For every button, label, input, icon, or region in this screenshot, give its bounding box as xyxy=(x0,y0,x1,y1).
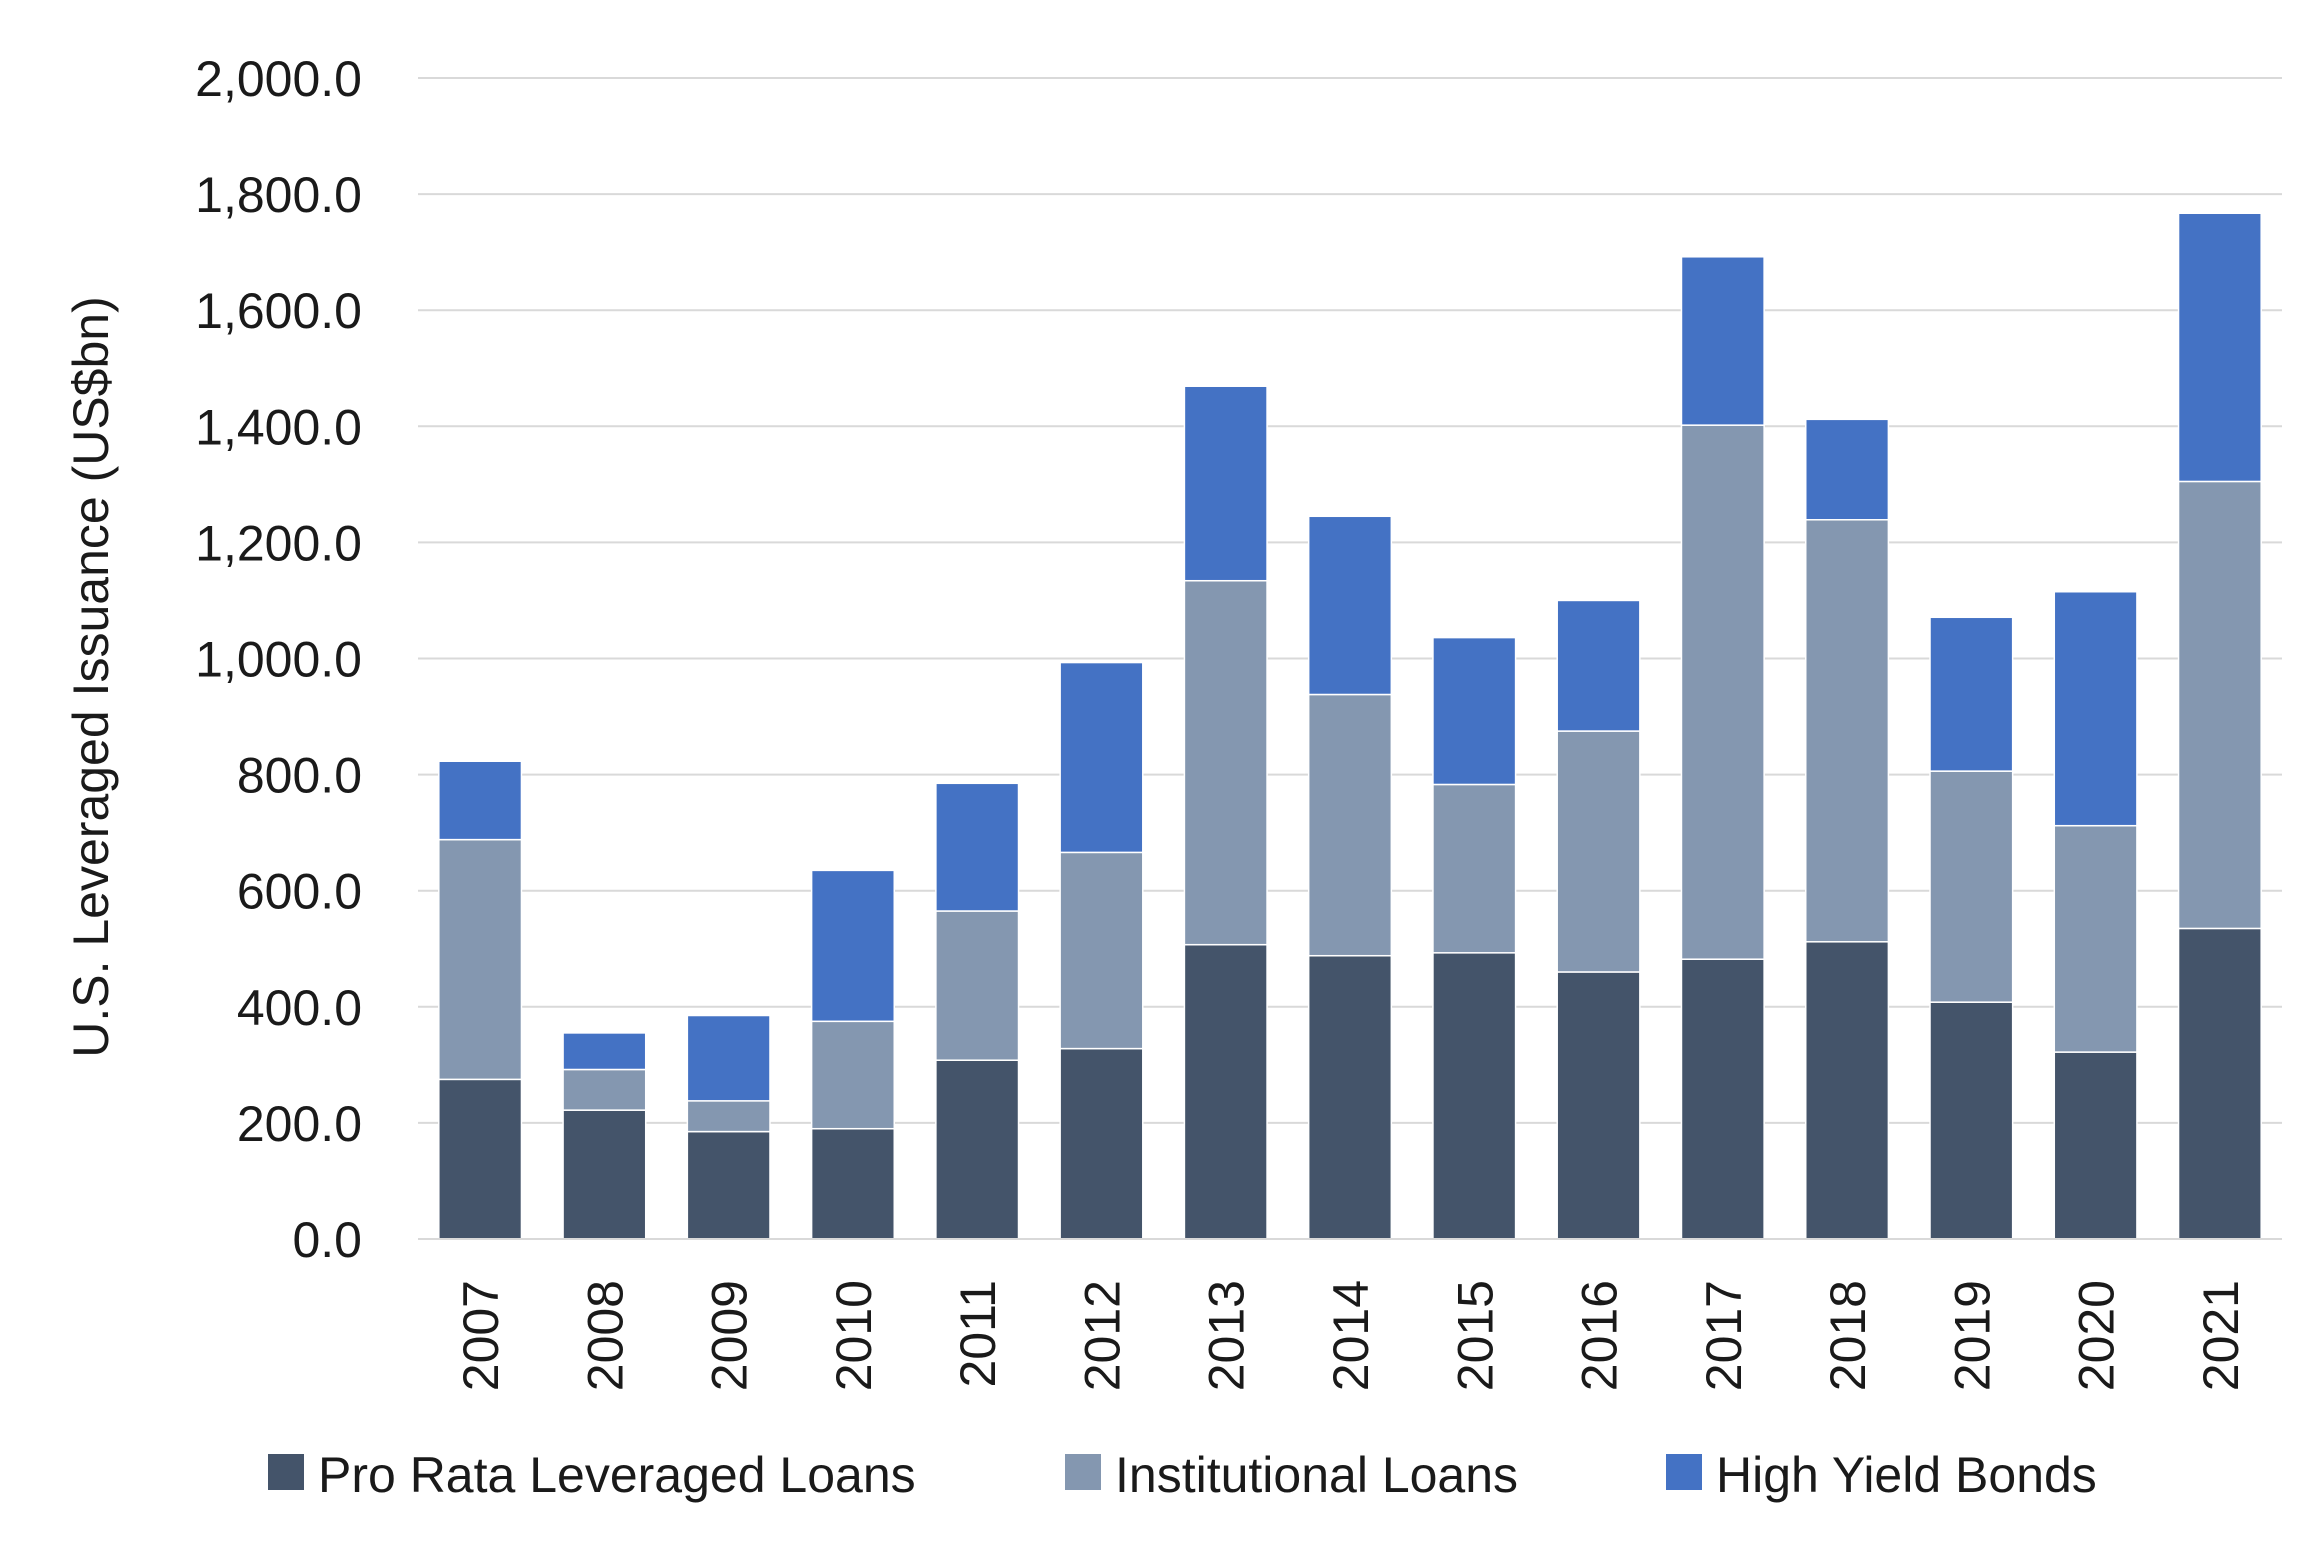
bar-segment xyxy=(2053,1051,2138,1240)
bar-segment xyxy=(1556,599,1641,732)
bar-segment xyxy=(1059,851,1144,1050)
bar-segment xyxy=(1929,616,2014,772)
legend-label: High Yield Bonds xyxy=(1716,1447,2097,1503)
bar-segment xyxy=(2053,824,2138,1053)
x-tick-label: 2009 xyxy=(702,1280,758,1391)
x-tick-label: 2019 xyxy=(1944,1280,2000,1391)
y-tick-label: 1,400.0 xyxy=(195,399,362,455)
bar-segment xyxy=(562,1109,647,1240)
bar-segment xyxy=(1556,730,1641,973)
bar-segment xyxy=(1432,783,1517,954)
x-tick-label: 2007 xyxy=(453,1280,509,1391)
bar-segment xyxy=(1432,636,1517,786)
x-tick-label: 2012 xyxy=(1074,1280,1130,1391)
bar-segment xyxy=(562,1068,647,1111)
bar-segment xyxy=(1680,958,1765,1240)
bar-segment xyxy=(810,1127,896,1240)
x-tick-label: 2020 xyxy=(2069,1280,2125,1391)
x-tick-label: 2016 xyxy=(1572,1280,1628,1391)
y-tick-label: 0.0 xyxy=(292,1212,362,1268)
bar-segment xyxy=(686,1130,771,1240)
y-tick-label: 1,800.0 xyxy=(195,167,362,223)
bar-segment xyxy=(1183,385,1268,582)
y-tick-label: 1,200.0 xyxy=(195,515,362,571)
bar-segment xyxy=(1307,515,1393,696)
bar-segment xyxy=(1307,693,1393,957)
bar-segment xyxy=(2053,590,2138,827)
bar-segment xyxy=(1059,661,1144,854)
bar-segment xyxy=(1804,519,1890,943)
x-tick-label: 2010 xyxy=(826,1280,882,1391)
x-axis-ticks: 2007 2008 2009 2010 2011 2012 2013 2014 2015 2016… xyxy=(453,1280,2249,1391)
x-tick-label: 2015 xyxy=(1447,1280,1503,1391)
x-tick-label: 2021 xyxy=(2193,1280,2249,1391)
bar-segment xyxy=(1929,1001,2014,1240)
bar-segment xyxy=(1680,256,1765,426)
bar-segment xyxy=(1680,424,1765,960)
legend: Pro Rata Leveraged Loans Institutional Lo… xyxy=(268,1447,2097,1503)
bar-segment xyxy=(2177,927,2262,1240)
legend-swatch xyxy=(268,1454,304,1490)
bar-segment xyxy=(438,1078,523,1240)
bar-segment xyxy=(686,1014,771,1102)
y-axis-title: U.S. Leveraged Issuance (US$bn) xyxy=(63,296,119,1058)
bar-segment xyxy=(1307,954,1393,1240)
y-tick-label: 800.0 xyxy=(237,748,362,804)
bar-segment xyxy=(1804,941,1890,1240)
bar-segment xyxy=(935,910,1020,1061)
bar-segment xyxy=(438,838,523,1081)
legend-label: Institutional Loans xyxy=(1115,1447,1518,1503)
y-tick-label: 200.0 xyxy=(237,1096,362,1152)
bar-segment xyxy=(1183,943,1268,1240)
legend-swatch xyxy=(1666,1454,1702,1490)
y-tick-label: 1,600.0 xyxy=(195,283,362,339)
bars xyxy=(438,212,2262,1240)
bar-segment xyxy=(810,869,896,1023)
x-tick-label: 2014 xyxy=(1323,1280,1379,1391)
bar-segment xyxy=(810,1020,896,1130)
bar-segment xyxy=(2177,480,2262,930)
y-tick-label: 1,000.0 xyxy=(195,632,362,688)
y-tick-label: 600.0 xyxy=(237,864,362,920)
legend-swatch xyxy=(1065,1454,1101,1490)
x-tick-label: 2008 xyxy=(577,1280,633,1391)
bar-segment xyxy=(1556,971,1641,1240)
bar-segment xyxy=(686,1100,771,1133)
bar-segment xyxy=(562,1032,647,1071)
bar-segment xyxy=(1929,770,2014,1003)
legend-label: Pro Rata Leveraged Loans xyxy=(318,1447,916,1503)
x-tick-label: 2018 xyxy=(1820,1280,1876,1391)
y-tick-label: 2,000.0 xyxy=(195,51,362,107)
bar-segment xyxy=(1432,952,1517,1240)
x-tick-label: 2017 xyxy=(1696,1280,1752,1391)
y-tick-label: 400.0 xyxy=(237,980,362,1036)
bar-segment xyxy=(935,1059,1020,1240)
x-tick-label: 2013 xyxy=(1199,1280,1255,1391)
bar-segment xyxy=(2177,212,2262,483)
bar-segment xyxy=(1059,1047,1144,1240)
bar-segment xyxy=(935,782,1020,912)
bar-segment xyxy=(1183,579,1268,946)
x-tick-label: 2011 xyxy=(950,1280,1006,1388)
bar-segment xyxy=(1804,418,1890,521)
bar-segment xyxy=(438,760,523,841)
y-axis-ticks: 0.0 200.0 400.0 600.0 800.0 1,000.0 1,200.0 1,4… xyxy=(195,51,362,1268)
